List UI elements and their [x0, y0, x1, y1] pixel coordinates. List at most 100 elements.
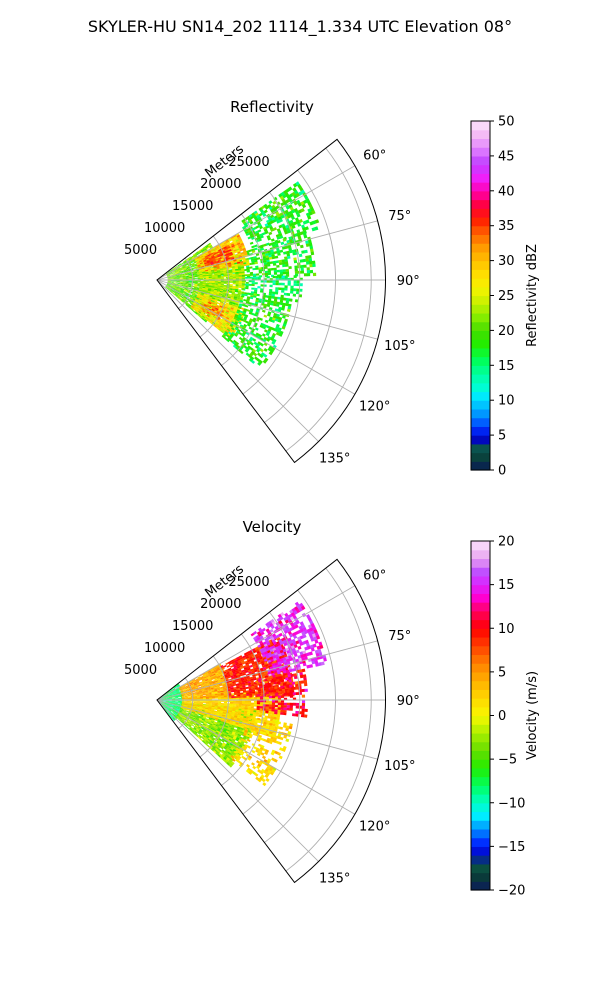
echo-bin	[228, 312, 232, 316]
echo-bin	[193, 302, 197, 305]
echo-bin	[173, 282, 177, 284]
echo-bin	[225, 311, 229, 315]
echo-bin	[223, 315, 227, 319]
echo-bin	[202, 274, 206, 276]
echo-bin	[229, 316, 233, 320]
echo-bin	[281, 259, 285, 263]
echo-bin	[225, 302, 230, 305]
range-tick-label: 20000	[200, 177, 241, 192]
echo-bin	[172, 286, 176, 289]
echo-bin	[208, 280, 212, 283]
echo-bin	[287, 255, 291, 259]
echo-bin	[167, 277, 171, 279]
echo-bin	[200, 264, 204, 266]
echo-bin	[200, 256, 204, 259]
echo-bin	[301, 203, 307, 209]
echo-bin	[189, 259, 193, 263]
echo-bin	[309, 221, 314, 226]
echo-bin	[263, 258, 267, 261]
echo-bin	[185, 264, 189, 266]
echo-bin	[223, 241, 227, 245]
echo-bin	[195, 298, 199, 301]
echo-bin	[230, 314, 235, 317]
echo-bin	[189, 258, 193, 261]
echo-bin	[263, 243, 267, 247]
echo-bin	[254, 217, 259, 222]
echo-bin	[229, 281, 233, 283]
echo-bin	[199, 272, 203, 275]
echo-bin	[216, 293, 220, 296]
echo-bin	[266, 259, 270, 263]
echo-bin	[175, 292, 179, 295]
echo-bin	[259, 290, 264, 293]
echo-bin	[192, 302, 196, 306]
echo-bin	[255, 297, 260, 301]
echo-bin	[269, 302, 274, 306]
echo-bin	[210, 250, 215, 253]
echo-bin	[182, 264, 186, 267]
echo-bin	[188, 285, 192, 287]
echo-bin	[205, 285, 209, 287]
echo-bin	[179, 276, 183, 278]
echo-bin	[204, 298, 209, 301]
echo-bin	[252, 214, 257, 218]
echo-bin	[217, 324, 222, 328]
echo-bin	[284, 287, 288, 291]
echo-bin	[255, 253, 260, 257]
echo-bin	[270, 238, 275, 242]
echo-bin	[238, 271, 242, 274]
echo-bin	[199, 282, 203, 284]
echo-bin	[234, 294, 238, 298]
echo-bin	[308, 239, 312, 244]
panel-title-velocity: Velocity	[243, 518, 302, 536]
echo-bin	[183, 290, 187, 293]
echo-bin	[244, 224, 249, 228]
echo-bin	[166, 274, 170, 276]
echo-bin	[232, 309, 237, 313]
echo-bin	[200, 263, 204, 266]
echo-bin	[269, 289, 273, 292]
echo-bin	[234, 263, 238, 267]
echo-bin	[298, 218, 303, 223]
echo-bin	[260, 284, 264, 287]
echo-bin	[311, 210, 316, 215]
echo-bin	[224, 312, 229, 316]
echo-bin	[197, 299, 202, 303]
echo-bin	[222, 293, 226, 296]
echo-bin	[226, 300, 230, 303]
echo-bin	[205, 253, 209, 256]
echo-bin	[205, 245, 209, 249]
echo-bin	[200, 264, 204, 267]
echo-bin	[228, 238, 233, 242]
echo-bin	[285, 303, 289, 307]
echo-bin	[201, 249, 205, 253]
echo-bin	[199, 284, 203, 287]
echo-bin	[282, 269, 286, 272]
echo-bin	[223, 326, 227, 330]
echo-bin	[205, 297, 209, 300]
echo-bin	[173, 267, 177, 270]
echo-bin	[232, 239, 236, 242]
echo-bin	[236, 242, 241, 246]
echo-bin	[281, 282, 285, 286]
echo-bin	[197, 265, 201, 268]
echo-bin	[167, 280, 171, 282]
echo-bin	[182, 274, 186, 276]
echo-bin	[268, 293, 272, 296]
echo-bin	[269, 284, 273, 288]
echo-bin	[176, 296, 180, 299]
echo-bin	[257, 216, 262, 221]
echo-bin	[238, 276, 242, 279]
echo-bin	[183, 296, 187, 299]
echo-bin	[232, 702, 237, 704]
echo-bin	[224, 314, 228, 317]
echo-bin	[194, 281, 198, 283]
echo-bin	[208, 275, 212, 277]
echo-bin	[264, 264, 268, 267]
echo-bin	[213, 269, 218, 271]
echo-bin	[296, 291, 300, 295]
echo-bin	[232, 246, 236, 249]
colorbar-segment	[471, 182, 490, 192]
echo-bin	[173, 290, 177, 293]
